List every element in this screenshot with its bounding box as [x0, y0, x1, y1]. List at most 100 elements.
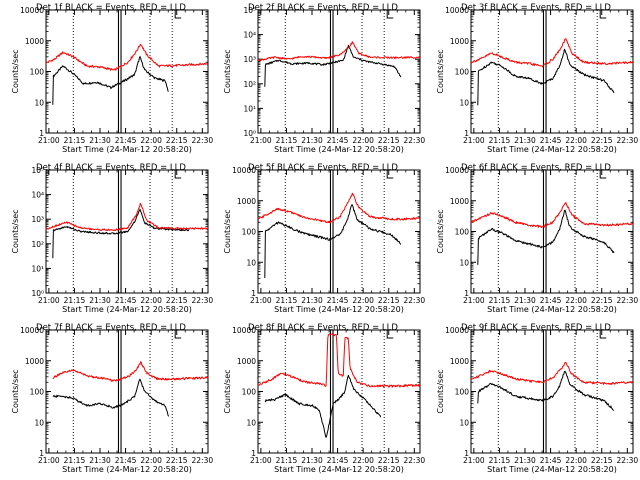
- y-tick-label: 10000: [20, 326, 44, 335]
- plot-frame: [257, 169, 421, 294]
- lld-series-line: [257, 192, 421, 224]
- plot-frame: [257, 9, 421, 134]
- x-tick-label: 22:15: [166, 456, 188, 465]
- y-tick-label: 100: [455, 388, 470, 397]
- y-tick-label: 1000: [25, 37, 44, 46]
- x-axis-label: Start Time (24-Mar-12 20:58:20): [487, 145, 617, 154]
- y-tick-label: 100: [30, 68, 45, 77]
- x-tick-label: 22:15: [166, 136, 188, 145]
- y-axis-label: Counts/sec: [436, 209, 445, 253]
- x-tick-label: 21:00: [38, 296, 60, 305]
- x-tick-label: 21:30: [301, 456, 323, 465]
- detector-panel-7: Det 7f BLACK = Events, RED = LLD 1 10 100 10…: [11, 323, 213, 474]
- x-axis-label: Start Time (24-Mar-12 20:58:20): [274, 145, 404, 154]
- y-axis-label: Counts/sec: [223, 49, 232, 93]
- x-tick-label: 21:30: [301, 296, 323, 305]
- lld-series-line: [470, 362, 634, 385]
- x-tick-label: 22:00: [565, 296, 587, 305]
- x-axis-label: Start Time (24-Mar-12 20:58:20): [62, 305, 192, 314]
- x-tick-label: 21:00: [250, 136, 272, 145]
- y-tick-label: 10⁴: [243, 31, 256, 40]
- detector-panel-6: Det 6f BLACK = Events, RED = LLD 1 10 100 10…: [436, 163, 638, 314]
- y-tick-label: 1000: [25, 357, 44, 366]
- x-tick-label: 21:30: [514, 136, 536, 145]
- events-series-line: [477, 48, 615, 106]
- x-tick-label: 21:30: [89, 456, 111, 465]
- events-series-line: [52, 208, 190, 259]
- x-tick-label: 22:00: [140, 456, 162, 465]
- x-tick-label: 21:45: [327, 456, 349, 465]
- x-tick-label: 21:30: [89, 296, 111, 305]
- lld-series-line: [45, 202, 209, 232]
- events-series-line: [477, 209, 615, 265]
- y-tick-label: 1: [39, 449, 44, 458]
- events-series-line: [264, 204, 402, 279]
- interval-bracket: [599, 330, 607, 339]
- y-axis-label: Counts/sec: [11, 209, 20, 253]
- panel-title: Det 4f BLACK = Events, RED = LLD: [36, 163, 186, 173]
- plot-frame: [470, 9, 634, 134]
- y-tick-label: 10⁵: [243, 6, 256, 15]
- x-tick-label: 21:00: [463, 296, 485, 305]
- x-tick-label: 21:30: [514, 456, 536, 465]
- x-tick-label: 21:00: [250, 296, 272, 305]
- x-tick-label: 21:45: [327, 136, 349, 145]
- x-tick-label: 22:15: [591, 456, 613, 465]
- y-tick-label: 10¹: [31, 264, 44, 273]
- x-tick-label: 21:15: [64, 456, 86, 465]
- y-tick-label: 100: [242, 388, 257, 397]
- y-tick-label: 10²: [243, 80, 256, 89]
- y-tick-label: 10³: [243, 55, 256, 64]
- y-tick-label: 1: [464, 449, 469, 458]
- y-tick-label: 1: [39, 129, 44, 138]
- detector-panel-5: Det 5f BLACK = Events, RED = LLD 1 10 100 10…: [223, 163, 425, 314]
- x-axis-label: Start Time (24-Mar-12 20:58:20): [62, 145, 192, 154]
- detector-panel-1: Det 1f BLACK = Events, RED = LLD 1 10 100 10…: [11, 3, 213, 154]
- x-tick-label: 22:30: [404, 296, 426, 305]
- panel-title: Det 7f BLACK = Events, RED = LLD: [36, 323, 186, 333]
- y-tick-label: 1: [464, 129, 469, 138]
- x-tick-label: 21:00: [250, 456, 272, 465]
- x-tick-label: 21:45: [115, 136, 137, 145]
- x-tick-label: 21:45: [540, 296, 562, 305]
- y-tick-label: 100: [455, 228, 470, 237]
- y-axis-label: Counts/sec: [11, 369, 20, 413]
- y-tick-label: 1: [464, 289, 469, 298]
- y-tick-label: 10: [459, 98, 469, 107]
- y-tick-label: 10000: [20, 6, 44, 15]
- x-tick-label: 21:15: [489, 296, 511, 305]
- y-tick-label: 1: [251, 449, 256, 458]
- x-tick-label: 21:15: [489, 136, 511, 145]
- x-tick-label: 22:15: [166, 296, 188, 305]
- interval-bracket: [174, 170, 182, 179]
- x-axis-label: Start Time (24-Mar-12 20:58:20): [487, 465, 617, 474]
- y-tick-label: 10: [459, 258, 469, 267]
- x-tick-label: 21:45: [115, 296, 137, 305]
- x-tick-label: 21:45: [540, 456, 562, 465]
- detector-panel-2: Det 2f BLACK = Events, RED = LLD 10⁰ 10¹ 10…: [223, 3, 425, 154]
- interval-bracket: [386, 330, 394, 339]
- x-tick-label: 22:15: [378, 296, 400, 305]
- panel-title: Det 2f BLACK = Events, RED = LLD: [248, 3, 398, 13]
- detector-panel-3: Det 3f BLACK = Events, RED = LLD 1 10 100 10…: [436, 3, 638, 154]
- detector-panel-9: Det 9f BLACK = Events, RED = LLD 1 10 100 10…: [436, 323, 638, 474]
- y-tick-label: 10: [246, 418, 256, 427]
- y-tick-label: 10: [34, 98, 44, 107]
- y-axis-label: Counts/sec: [436, 49, 445, 93]
- x-tick-label: 21:45: [115, 456, 137, 465]
- interval-bracket: [599, 170, 607, 179]
- x-tick-label: 21:00: [38, 136, 60, 145]
- y-tick-label: 1000: [450, 197, 469, 206]
- lld-series-line: [257, 333, 421, 388]
- y-tick-label: 10⁰: [243, 129, 256, 138]
- panel-title: Det 6f BLACK = Events, RED = LLD: [461, 163, 611, 173]
- y-tick-label: 10000: [445, 166, 469, 175]
- x-tick-label: 22:00: [140, 296, 162, 305]
- x-tick-label: 21:15: [64, 296, 86, 305]
- plot-frame: [45, 169, 209, 294]
- y-tick-label: 10000: [445, 326, 469, 335]
- y-tick-label: 10: [459, 418, 469, 427]
- x-tick-label: 21:30: [89, 136, 111, 145]
- y-tick-label: 100: [30, 388, 45, 397]
- y-tick-label: 10³: [31, 215, 44, 224]
